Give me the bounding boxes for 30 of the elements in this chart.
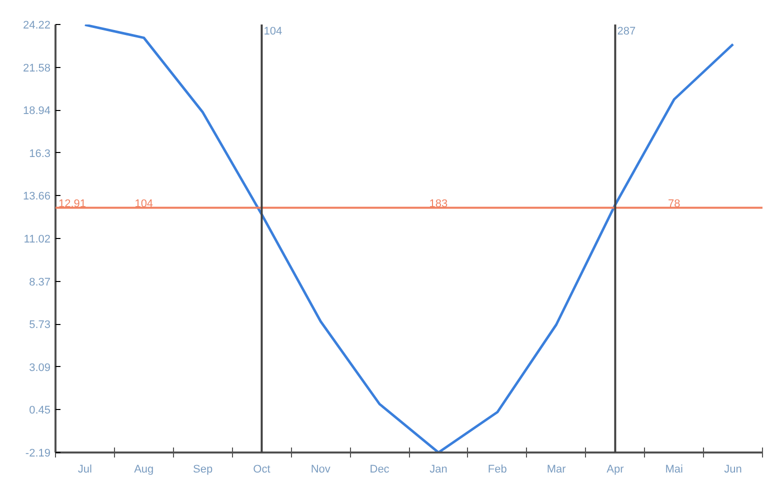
y-tick-label: 8.37: [29, 276, 51, 288]
y-tick-label: -2.19: [25, 448, 51, 460]
y-tick-label: 24.22: [22, 20, 51, 32]
x-tick-label: Aug: [134, 464, 154, 476]
x-tick-label: Jun: [724, 464, 742, 476]
y-tick-label: 3.09: [29, 362, 51, 374]
y-tick-label: 21.58: [22, 62, 51, 74]
x-tick-label: Mar: [546, 464, 566, 476]
x-tick-label: Sep: [193, 464, 213, 476]
x-tick-label: Nov: [310, 464, 331, 476]
annotation: 78: [668, 198, 680, 210]
x-tick-label: Jan: [430, 464, 448, 476]
y-tick-label: 0.45: [29, 404, 51, 417]
ref-line-label: 12.91: [58, 198, 86, 210]
x-tick-label: Mai: [665, 464, 683, 476]
annotation: 104: [134, 198, 154, 210]
ref-line-label: 287: [617, 26, 636, 38]
y-tick-label: 13.66: [22, 190, 51, 203]
x-tick-label: Dec: [370, 464, 390, 476]
annotation: 183: [429, 198, 448, 210]
y-tick-label: 16.3: [29, 148, 51, 160]
x-tick-label: Apr: [606, 464, 624, 476]
x-tick-label: Feb: [488, 464, 507, 476]
x-tick-label: Oct: [253, 464, 270, 476]
line-series: [84, 24, 734, 452]
y-tick-label: 11.02: [24, 233, 51, 246]
x-tick-label: Jul: [78, 464, 92, 476]
ref-line-label: 104: [264, 26, 282, 38]
y-tick-label: 5.73: [29, 319, 51, 332]
y-tick-label: 18.94: [22, 105, 51, 118]
